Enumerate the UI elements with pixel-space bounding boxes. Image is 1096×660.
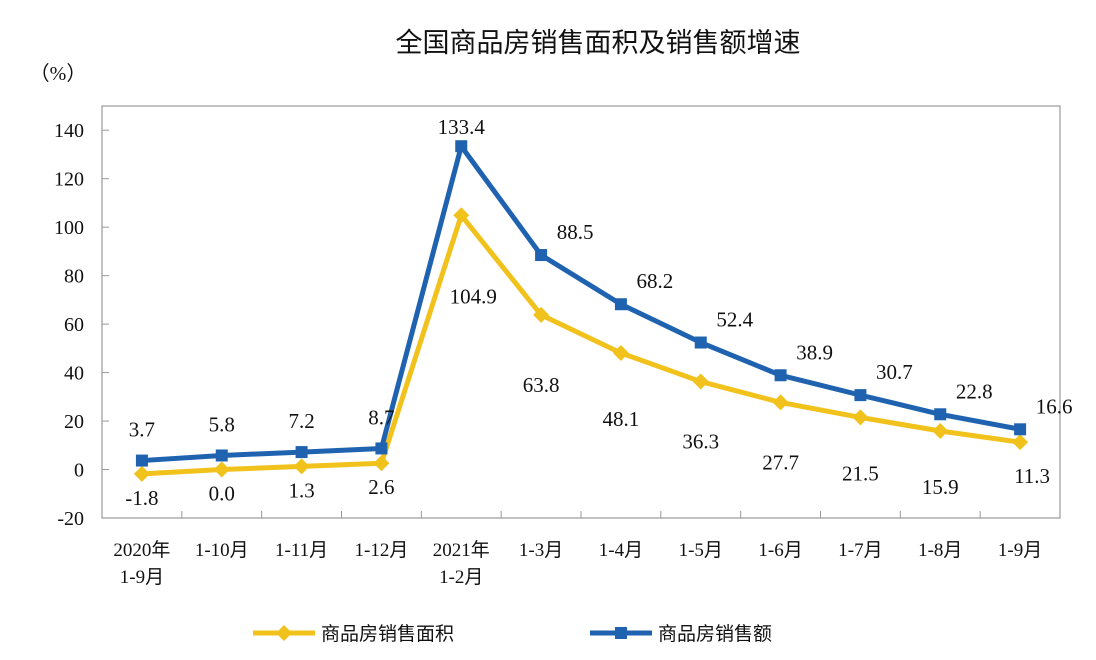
- data-label: 22.8: [956, 379, 993, 403]
- legend-label: 商品房销售额: [658, 623, 772, 645]
- data-point-diamond: [293, 458, 310, 475]
- data-point-diamond: [772, 394, 789, 411]
- data-point-square: [934, 408, 947, 421]
- data-label: 68.2: [637, 269, 674, 293]
- data-label: 1.3: [288, 478, 314, 502]
- data-point-square: [614, 298, 627, 311]
- data-point-square: [215, 449, 228, 462]
- data-label: 52.4: [716, 308, 753, 332]
- y-tick-label: 40: [64, 363, 84, 385]
- data-point-diamond: [932, 422, 949, 439]
- legend-marker-square: [615, 627, 627, 639]
- x-category-label: 1-10月: [195, 540, 249, 561]
- x-category-label: 1-9月: [998, 540, 1042, 561]
- y-tick-label: 120: [54, 169, 84, 191]
- x-category-label: 1-8月: [918, 540, 962, 561]
- data-label: 36.3: [682, 430, 719, 454]
- x-category-label: 1-12月: [355, 540, 409, 561]
- y-tick-label: 20: [64, 411, 84, 433]
- data-point-diamond: [133, 465, 150, 482]
- data-label: 3.7: [129, 418, 155, 442]
- x-category-label: 1-7月: [838, 540, 882, 561]
- x-category-label: 1-6月: [758, 540, 802, 561]
- x-category-label: 2020年: [113, 539, 170, 561]
- y-tick-label: 0: [74, 460, 84, 482]
- chart-title: 全国商品房销售面积及销售额增速: [396, 28, 801, 59]
- data-point-square: [455, 140, 468, 153]
- data-label: 15.9: [922, 475, 959, 499]
- x-category-label: 2021年: [433, 539, 490, 561]
- data-label: 27.7: [762, 450, 799, 474]
- data-label: 11.3: [1014, 464, 1050, 488]
- data-label: 0.0: [209, 482, 235, 506]
- x-category-label: 1-5月: [679, 540, 723, 561]
- y-tick-label: 100: [54, 217, 84, 239]
- data-point-diamond: [1012, 434, 1029, 451]
- data-label: 21.5: [842, 461, 879, 485]
- data-point-diamond: [852, 409, 869, 426]
- data-point-square: [535, 249, 548, 262]
- data-label: 16.6: [1036, 394, 1073, 418]
- x-category-label: 1-2月: [439, 567, 483, 588]
- data-point-diamond: [692, 373, 709, 390]
- y-axis-unit: （%）: [30, 62, 87, 85]
- data-label: 48.1: [603, 407, 640, 431]
- data-point-diamond: [213, 461, 230, 478]
- data-label: -1.8: [125, 486, 158, 510]
- data-point-square: [295, 446, 308, 459]
- data-label: 38.9: [796, 340, 833, 364]
- data-point-diamond: [453, 207, 470, 224]
- data-label: 2.6: [368, 475, 394, 499]
- data-label: 63.8: [523, 373, 560, 397]
- data-label: 5.8: [209, 412, 235, 436]
- data-point-diamond: [612, 344, 629, 361]
- data-label: 8.7: [368, 405, 394, 429]
- legend-label: 商品房销售面积: [321, 623, 454, 645]
- data-label: 104.9: [450, 284, 497, 308]
- x-category-label: 1-9月: [120, 567, 164, 588]
- data-point-diamond: [533, 306, 550, 323]
- y-tick-label: 140: [54, 120, 84, 142]
- legend-marker-diamond: [276, 625, 292, 641]
- data-label: 88.5: [557, 220, 594, 244]
- y-tick-label: -20: [57, 508, 84, 530]
- data-label: 30.7: [876, 360, 913, 384]
- data-point-diamond: [373, 455, 390, 472]
- data-point-square: [1014, 423, 1027, 436]
- data-label: 7.2: [288, 409, 314, 433]
- x-category-label: 1-4月: [599, 540, 643, 561]
- data-point-square: [854, 389, 867, 402]
- x-category-label: 1-3月: [519, 540, 563, 561]
- data-point-square: [135, 454, 148, 467]
- y-tick-label: 80: [64, 266, 84, 288]
- data-point-square: [375, 442, 388, 455]
- series-line-1: [141, 212, 1021, 477]
- series-line-2: [141, 143, 1021, 464]
- data-label: 133.4: [438, 115, 486, 139]
- x-category-label: 1-11月: [275, 540, 328, 561]
- y-tick-label: 60: [64, 314, 84, 336]
- data-point-square: [774, 369, 787, 382]
- data-point-square: [694, 336, 707, 349]
